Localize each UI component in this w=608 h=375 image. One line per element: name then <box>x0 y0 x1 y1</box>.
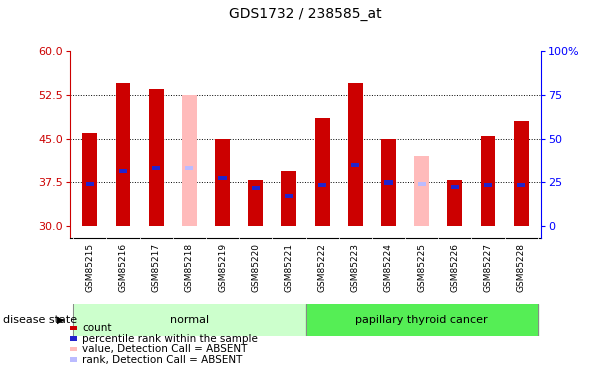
Text: GSM85216: GSM85216 <box>119 243 128 292</box>
Text: GSM85228: GSM85228 <box>517 243 526 292</box>
Bar <box>484 183 492 188</box>
Bar <box>384 180 393 184</box>
Text: GSM85222: GSM85222 <box>317 243 326 292</box>
Text: value, Detection Call = ABSENT: value, Detection Call = ABSENT <box>82 344 247 354</box>
Text: GSM85221: GSM85221 <box>285 243 294 292</box>
Bar <box>414 156 429 226</box>
Bar <box>248 180 263 226</box>
Text: disease state: disease state <box>3 315 77 325</box>
Bar <box>305 304 538 336</box>
Text: GSM85217: GSM85217 <box>152 243 161 292</box>
Text: GSM85223: GSM85223 <box>351 243 360 292</box>
Text: papillary thyroid cancer: papillary thyroid cancer <box>355 315 488 325</box>
Bar <box>119 169 127 173</box>
Bar <box>82 133 97 226</box>
Bar <box>447 180 462 226</box>
Bar <box>418 182 426 186</box>
Bar <box>252 186 260 190</box>
Bar <box>514 121 529 226</box>
Text: GSM85224: GSM85224 <box>384 243 393 292</box>
Bar <box>182 94 197 226</box>
Bar <box>318 183 326 188</box>
Bar <box>215 138 230 226</box>
Text: GSM85220: GSM85220 <box>251 243 260 292</box>
Text: GSM85215: GSM85215 <box>85 243 94 292</box>
Text: rank, Detection Call = ABSENT: rank, Detection Call = ABSENT <box>82 355 243 364</box>
Bar <box>185 166 193 170</box>
Text: GSM85226: GSM85226 <box>451 243 459 292</box>
Text: GSM85219: GSM85219 <box>218 243 227 292</box>
Bar <box>451 184 459 189</box>
Bar <box>381 138 396 226</box>
Text: count: count <box>82 323 112 333</box>
Bar <box>517 183 525 188</box>
Bar <box>218 176 227 180</box>
Text: percentile rank within the sample: percentile rank within the sample <box>82 334 258 344</box>
Bar <box>86 182 94 186</box>
Bar <box>149 89 164 226</box>
Bar <box>285 194 293 198</box>
Bar <box>152 166 161 170</box>
Bar <box>282 171 296 226</box>
Text: ▶: ▶ <box>57 315 64 325</box>
Bar <box>73 304 305 336</box>
Bar <box>315 118 330 226</box>
Text: GDS1732 / 238585_at: GDS1732 / 238585_at <box>229 7 382 21</box>
Bar <box>480 136 496 226</box>
Text: normal: normal <box>170 315 209 325</box>
Bar <box>348 83 363 226</box>
Bar <box>116 83 131 226</box>
Bar <box>351 163 359 167</box>
Text: GSM85225: GSM85225 <box>417 243 426 292</box>
Text: GSM85218: GSM85218 <box>185 243 194 292</box>
Text: GSM85227: GSM85227 <box>483 243 492 292</box>
